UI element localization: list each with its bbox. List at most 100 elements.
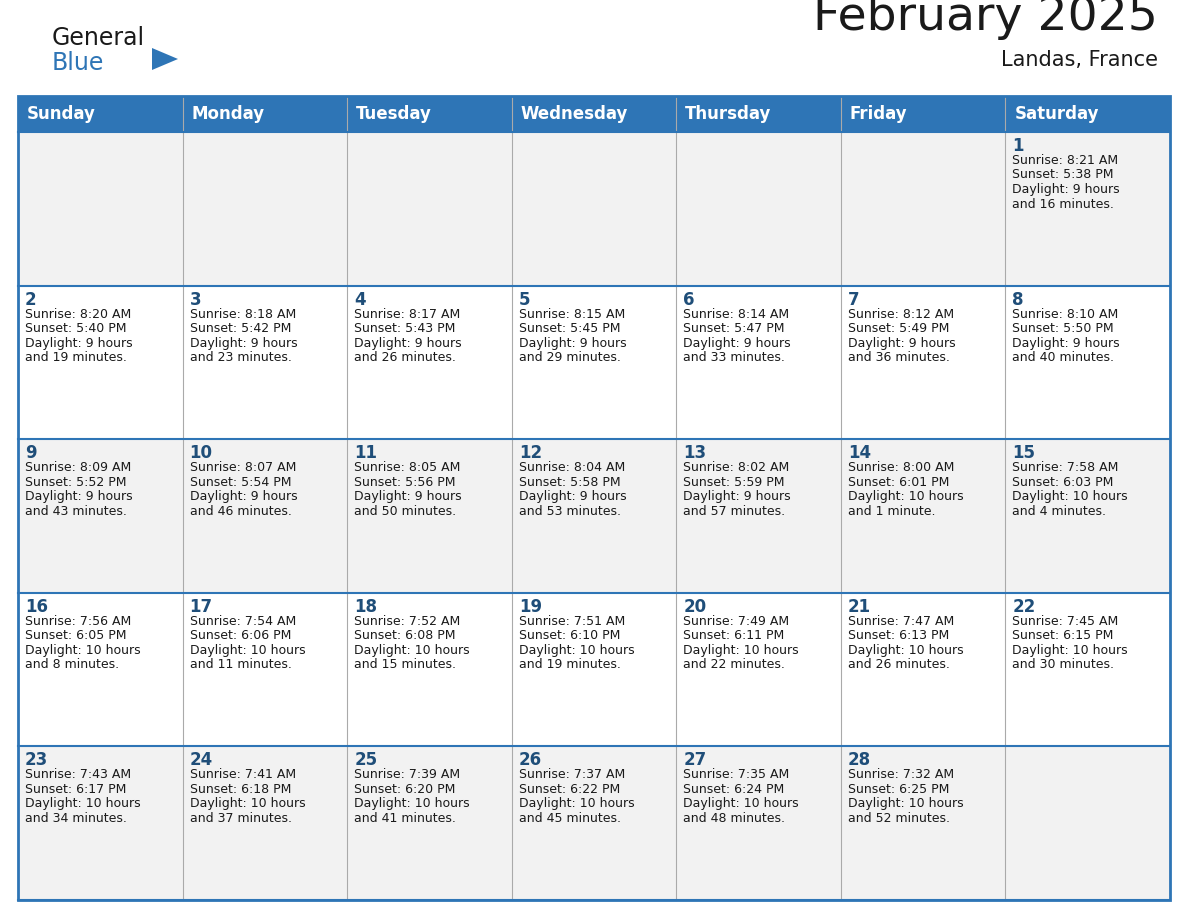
Text: Sunset: 5:59 PM: Sunset: 5:59 PM	[683, 476, 785, 488]
Text: 22: 22	[1012, 598, 1036, 616]
Text: 8: 8	[1012, 291, 1024, 308]
Text: and 33 minutes.: and 33 minutes.	[683, 351, 785, 364]
Text: and 29 minutes.: and 29 minutes.	[519, 351, 620, 364]
Text: and 22 minutes.: and 22 minutes.	[683, 658, 785, 671]
Text: and 52 minutes.: and 52 minutes.	[848, 812, 950, 825]
Text: and 50 minutes.: and 50 minutes.	[354, 505, 456, 518]
Text: and 48 minutes.: and 48 minutes.	[683, 812, 785, 825]
Text: Sunrise: 7:35 AM: Sunrise: 7:35 AM	[683, 768, 790, 781]
Bar	[18, 132, 1170, 285]
Text: Sunset: 5:42 PM: Sunset: 5:42 PM	[190, 322, 291, 335]
Text: 5: 5	[519, 291, 530, 308]
Text: Landas, France: Landas, France	[1001, 50, 1158, 70]
Polygon shape	[152, 48, 178, 70]
Text: Sunrise: 7:43 AM: Sunrise: 7:43 AM	[25, 768, 131, 781]
Bar	[183, 96, 347, 132]
Text: Sunrise: 8:12 AM: Sunrise: 8:12 AM	[848, 308, 954, 320]
Text: Daylight: 10 hours: Daylight: 10 hours	[683, 644, 798, 656]
Text: Sunset: 5:50 PM: Sunset: 5:50 PM	[1012, 322, 1114, 335]
Text: Sunrise: 8:00 AM: Sunrise: 8:00 AM	[848, 461, 954, 475]
Text: Sunset: 6:01 PM: Sunset: 6:01 PM	[848, 476, 949, 488]
Text: Daylight: 9 hours: Daylight: 9 hours	[519, 490, 626, 503]
Text: and 40 minutes.: and 40 minutes.	[1012, 351, 1114, 364]
Text: Daylight: 9 hours: Daylight: 9 hours	[25, 490, 133, 503]
Text: Sunset: 5:38 PM: Sunset: 5:38 PM	[1012, 169, 1114, 182]
Text: Daylight: 10 hours: Daylight: 10 hours	[519, 798, 634, 811]
Text: Sunset: 5:45 PM: Sunset: 5:45 PM	[519, 322, 620, 335]
Text: Sunrise: 7:41 AM: Sunrise: 7:41 AM	[190, 768, 296, 781]
Text: Sunrise: 7:58 AM: Sunrise: 7:58 AM	[1012, 461, 1119, 475]
Text: and 57 minutes.: and 57 minutes.	[683, 505, 785, 518]
Bar	[347, 96, 512, 132]
Text: 28: 28	[848, 752, 871, 769]
Text: 7: 7	[848, 291, 859, 308]
Text: Sunset: 5:43 PM: Sunset: 5:43 PM	[354, 322, 455, 335]
Text: 19: 19	[519, 598, 542, 616]
Text: Sunrise: 7:51 AM: Sunrise: 7:51 AM	[519, 615, 625, 628]
Text: and 26 minutes.: and 26 minutes.	[848, 658, 949, 671]
Text: Daylight: 9 hours: Daylight: 9 hours	[190, 337, 297, 350]
Text: Daylight: 9 hours: Daylight: 9 hours	[1012, 337, 1120, 350]
Text: Sunrise: 7:32 AM: Sunrise: 7:32 AM	[848, 768, 954, 781]
Text: Sunset: 5:54 PM: Sunset: 5:54 PM	[190, 476, 291, 488]
Text: Sunrise: 7:39 AM: Sunrise: 7:39 AM	[354, 768, 460, 781]
Text: Daylight: 9 hours: Daylight: 9 hours	[848, 337, 955, 350]
Text: and 8 minutes.: and 8 minutes.	[25, 658, 119, 671]
Text: Daylight: 10 hours: Daylight: 10 hours	[1012, 490, 1129, 503]
Bar	[18, 439, 1170, 593]
Text: Daylight: 9 hours: Daylight: 9 hours	[1012, 183, 1120, 196]
Text: 3: 3	[190, 291, 201, 308]
Text: and 19 minutes.: and 19 minutes.	[25, 351, 127, 364]
Text: Wednesday: Wednesday	[520, 105, 628, 123]
Text: and 19 minutes.: and 19 minutes.	[519, 658, 620, 671]
Text: Sunrise: 7:52 AM: Sunrise: 7:52 AM	[354, 615, 461, 628]
Text: Sunset: 5:49 PM: Sunset: 5:49 PM	[848, 322, 949, 335]
Text: 23: 23	[25, 752, 49, 769]
Text: Sunrise: 7:45 AM: Sunrise: 7:45 AM	[1012, 615, 1119, 628]
Text: and 1 minute.: and 1 minute.	[848, 505, 935, 518]
Text: February 2025: February 2025	[813, 0, 1158, 40]
Text: Daylight: 10 hours: Daylight: 10 hours	[848, 490, 963, 503]
Text: and 46 minutes.: and 46 minutes.	[190, 505, 291, 518]
Text: 13: 13	[683, 444, 707, 462]
Text: Sunrise: 8:02 AM: Sunrise: 8:02 AM	[683, 461, 790, 475]
Text: Daylight: 9 hours: Daylight: 9 hours	[25, 337, 133, 350]
Text: 15: 15	[1012, 444, 1036, 462]
Bar	[18, 746, 1170, 900]
Text: and 36 minutes.: and 36 minutes.	[848, 351, 949, 364]
Text: Daylight: 9 hours: Daylight: 9 hours	[354, 490, 462, 503]
Text: Sunrise: 8:07 AM: Sunrise: 8:07 AM	[190, 461, 296, 475]
Text: 17: 17	[190, 598, 213, 616]
Text: Sunset: 5:47 PM: Sunset: 5:47 PM	[683, 322, 785, 335]
Text: Sunrise: 8:04 AM: Sunrise: 8:04 AM	[519, 461, 625, 475]
Text: 12: 12	[519, 444, 542, 462]
Text: Daylight: 10 hours: Daylight: 10 hours	[1012, 644, 1129, 656]
Text: and 45 minutes.: and 45 minutes.	[519, 812, 620, 825]
Text: Daylight: 10 hours: Daylight: 10 hours	[848, 644, 963, 656]
Text: Sunrise: 7:56 AM: Sunrise: 7:56 AM	[25, 615, 131, 628]
Text: Sunrise: 7:49 AM: Sunrise: 7:49 AM	[683, 615, 789, 628]
Text: Sunrise: 8:05 AM: Sunrise: 8:05 AM	[354, 461, 461, 475]
Text: Sunrise: 8:14 AM: Sunrise: 8:14 AM	[683, 308, 789, 320]
Text: Sunrise: 7:47 AM: Sunrise: 7:47 AM	[848, 615, 954, 628]
Text: Daylight: 10 hours: Daylight: 10 hours	[683, 798, 798, 811]
Text: Sunrise: 8:09 AM: Sunrise: 8:09 AM	[25, 461, 131, 475]
Bar	[512, 96, 676, 132]
Text: 6: 6	[683, 291, 695, 308]
Text: Daylight: 10 hours: Daylight: 10 hours	[190, 798, 305, 811]
Text: 10: 10	[190, 444, 213, 462]
Text: Daylight: 10 hours: Daylight: 10 hours	[519, 644, 634, 656]
Bar	[841, 96, 1005, 132]
Text: General: General	[52, 26, 145, 50]
Text: Sunrise: 8:21 AM: Sunrise: 8:21 AM	[1012, 154, 1119, 167]
Text: Monday: Monday	[191, 105, 265, 123]
Text: 1: 1	[1012, 137, 1024, 155]
Bar	[18, 96, 1170, 900]
Text: Sunrise: 8:18 AM: Sunrise: 8:18 AM	[190, 308, 296, 320]
Text: 4: 4	[354, 291, 366, 308]
Text: Daylight: 10 hours: Daylight: 10 hours	[354, 798, 469, 811]
Text: Sunset: 6:13 PM: Sunset: 6:13 PM	[848, 630, 949, 643]
Text: Sunset: 6:18 PM: Sunset: 6:18 PM	[190, 783, 291, 796]
Text: 21: 21	[848, 598, 871, 616]
Text: Sunset: 6:10 PM: Sunset: 6:10 PM	[519, 630, 620, 643]
